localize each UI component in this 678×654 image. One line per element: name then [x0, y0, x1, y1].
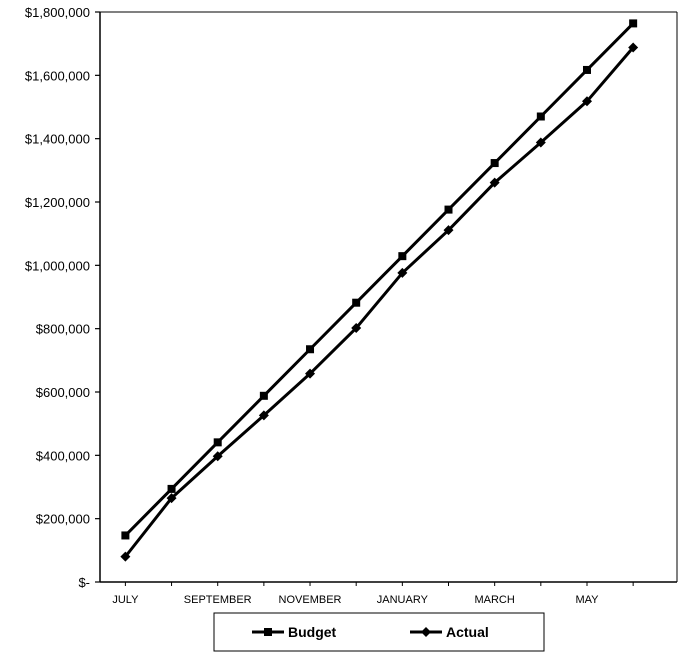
budget-line [124, 22, 635, 537]
y-tick-label: $1,600,000 [25, 68, 90, 83]
actual-point [443, 225, 454, 236]
budget-point [398, 252, 407, 261]
x-tick-label: MAY [575, 594, 599, 606]
y-tick-label: $1,000,000 [25, 258, 90, 273]
series-actual [120, 42, 639, 562]
actual-point [489, 177, 500, 188]
actual-point [535, 137, 546, 148]
actual-point [397, 267, 408, 278]
x-tick-label: JANUARY [377, 594, 429, 606]
actual-point [166, 493, 177, 504]
actual-point [258, 410, 269, 421]
legend-item-actual: Actual [410, 624, 489, 640]
budget-point [582, 65, 591, 74]
legend-marker-actual [421, 627, 431, 637]
budget-point [536, 112, 545, 121]
budget-point [306, 345, 315, 354]
budget-point [490, 159, 499, 168]
x-tick-label: SEPTEMBER [184, 594, 252, 606]
budget-point [259, 391, 268, 400]
y-tick-label: $800,000 [36, 322, 90, 337]
x-axis-ticks: JULY SEPTEMBER NOVEMBER JANUARY MARCH MAY [112, 582, 634, 606]
series-budget [121, 19, 638, 540]
x-tick-label: NOVEMBER [279, 594, 342, 606]
legend-label-actual: Actual [446, 624, 489, 640]
y-tick-label: $- [78, 575, 90, 590]
plot-area [99, 11, 678, 583]
actual-point [212, 451, 223, 462]
x-tick-label: JULY [112, 594, 139, 606]
legend: Budget Actual [213, 612, 545, 652]
budget-point [167, 484, 176, 493]
budget-point [629, 19, 638, 28]
legend-label-budget: Budget [288, 624, 337, 640]
y-tick-label: $1,400,000 [25, 132, 90, 147]
legend-marker-budget [264, 628, 272, 636]
legend-item-budget: Budget [252, 624, 337, 640]
x-tick-label: MARCH [474, 594, 514, 606]
budget-point [213, 438, 222, 447]
y-tick-label: $200,000 [36, 512, 90, 527]
budget-point [121, 531, 130, 540]
series-layer [120, 19, 639, 562]
actual-point [581, 96, 592, 107]
y-tick-label: $400,000 [36, 448, 90, 463]
budget-point [352, 298, 361, 307]
actual-point [628, 42, 639, 53]
actual-point [120, 551, 131, 562]
actual-point [351, 323, 362, 334]
y-tick-label: $600,000 [36, 385, 90, 400]
y-tick-label: $1,800,000 [25, 5, 90, 20]
y-tick-label: $1,200,000 [25, 195, 90, 210]
y-axis-ticks: $- $200,000 $400,000 $600,000 $800,000 $1,000… [25, 5, 100, 590]
actual-point [305, 368, 316, 379]
actual-line [124, 46, 635, 558]
budget-point [444, 205, 453, 214]
